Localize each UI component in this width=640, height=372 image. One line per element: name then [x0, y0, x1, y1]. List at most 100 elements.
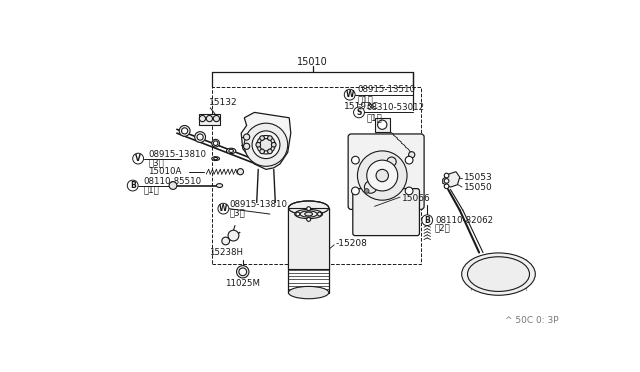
- Text: （3）: （3）: [230, 208, 245, 217]
- Text: 08110-85510: 08110-85510: [143, 177, 202, 186]
- Circle shape: [213, 141, 218, 145]
- Ellipse shape: [289, 286, 329, 299]
- Circle shape: [197, 134, 204, 140]
- Circle shape: [228, 230, 239, 241]
- Ellipse shape: [300, 211, 317, 217]
- Ellipse shape: [461, 253, 535, 295]
- Circle shape: [351, 156, 359, 164]
- Polygon shape: [241, 112, 291, 169]
- Circle shape: [260, 139, 272, 151]
- Text: S: S: [356, 108, 362, 117]
- Bar: [374, 118, 390, 132]
- Circle shape: [260, 149, 264, 154]
- Text: ＜1＞: ＜1＞: [367, 113, 383, 122]
- Circle shape: [244, 123, 288, 166]
- Circle shape: [256, 142, 260, 147]
- Text: （1）: （1）: [358, 96, 373, 105]
- Ellipse shape: [289, 201, 329, 215]
- Circle shape: [268, 149, 272, 154]
- Circle shape: [218, 203, 229, 214]
- Ellipse shape: [212, 157, 220, 161]
- Circle shape: [257, 135, 275, 154]
- Circle shape: [296, 212, 300, 216]
- Circle shape: [182, 128, 188, 134]
- Circle shape: [444, 179, 449, 183]
- Ellipse shape: [467, 257, 529, 291]
- Bar: [198, 114, 220, 125]
- Circle shape: [358, 151, 407, 200]
- Text: 15050: 15050: [463, 183, 492, 192]
- Text: 15193C: 15193C: [344, 102, 378, 111]
- Circle shape: [222, 237, 230, 245]
- Text: 08915-13510: 08915-13510: [358, 85, 415, 94]
- Circle shape: [179, 125, 190, 136]
- Ellipse shape: [214, 157, 218, 160]
- Ellipse shape: [216, 184, 223, 187]
- Circle shape: [244, 134, 250, 140]
- Text: （2）: （2）: [435, 224, 451, 232]
- Circle shape: [378, 120, 387, 129]
- Circle shape: [132, 153, 143, 164]
- Circle shape: [344, 89, 355, 100]
- Circle shape: [252, 131, 280, 158]
- Text: ^ 50C 0: 3P: ^ 50C 0: 3P: [506, 316, 559, 325]
- Text: 08310-53012: 08310-53012: [367, 103, 425, 112]
- Circle shape: [244, 143, 250, 150]
- Circle shape: [213, 115, 220, 122]
- Text: 15010A: 15010A: [148, 167, 182, 176]
- Circle shape: [353, 107, 364, 118]
- Text: B: B: [130, 181, 136, 190]
- Circle shape: [444, 173, 449, 178]
- Circle shape: [195, 132, 205, 142]
- Circle shape: [271, 142, 276, 147]
- Text: （3）: （3）: [148, 158, 164, 167]
- Text: 08915-13810: 08915-13810: [148, 150, 206, 159]
- Circle shape: [199, 115, 205, 122]
- Ellipse shape: [227, 148, 236, 154]
- Text: 15132: 15132: [209, 98, 238, 107]
- Circle shape: [405, 156, 413, 164]
- Text: -15208: -15208: [336, 239, 367, 248]
- Circle shape: [268, 136, 272, 140]
- Text: 08915-13810: 08915-13810: [230, 199, 287, 209]
- Ellipse shape: [305, 212, 312, 216]
- Circle shape: [260, 136, 264, 140]
- Text: W: W: [346, 90, 354, 99]
- Text: 15010: 15010: [297, 57, 328, 67]
- Bar: [289, 208, 329, 269]
- Circle shape: [387, 157, 396, 166]
- Bar: [212, 87, 421, 264]
- Text: V: V: [135, 154, 141, 163]
- Circle shape: [237, 169, 244, 175]
- Circle shape: [444, 184, 449, 189]
- Circle shape: [351, 187, 359, 195]
- Circle shape: [364, 181, 377, 193]
- Polygon shape: [443, 172, 460, 187]
- Circle shape: [408, 152, 415, 158]
- Text: 15053: 15053: [463, 173, 492, 182]
- Circle shape: [169, 182, 177, 189]
- FancyBboxPatch shape: [348, 134, 424, 209]
- Circle shape: [376, 169, 388, 182]
- Circle shape: [239, 268, 246, 276]
- Circle shape: [405, 187, 413, 195]
- Circle shape: [237, 266, 249, 278]
- Text: 11025M: 11025M: [225, 279, 260, 288]
- Circle shape: [307, 218, 310, 221]
- Circle shape: [127, 180, 138, 191]
- Circle shape: [212, 140, 220, 147]
- Text: B: B: [424, 216, 430, 225]
- Bar: [212, 87, 421, 264]
- Circle shape: [206, 115, 212, 122]
- Circle shape: [317, 212, 321, 216]
- Text: 08110-82062: 08110-82062: [435, 216, 493, 225]
- FancyBboxPatch shape: [353, 189, 419, 235]
- Circle shape: [422, 215, 433, 225]
- Circle shape: [364, 189, 369, 193]
- Ellipse shape: [294, 209, 323, 219]
- Text: 15066: 15066: [402, 194, 430, 203]
- Text: W: W: [219, 204, 228, 213]
- Circle shape: [307, 207, 310, 211]
- Text: 15238H: 15238H: [209, 248, 243, 257]
- Ellipse shape: [229, 150, 234, 153]
